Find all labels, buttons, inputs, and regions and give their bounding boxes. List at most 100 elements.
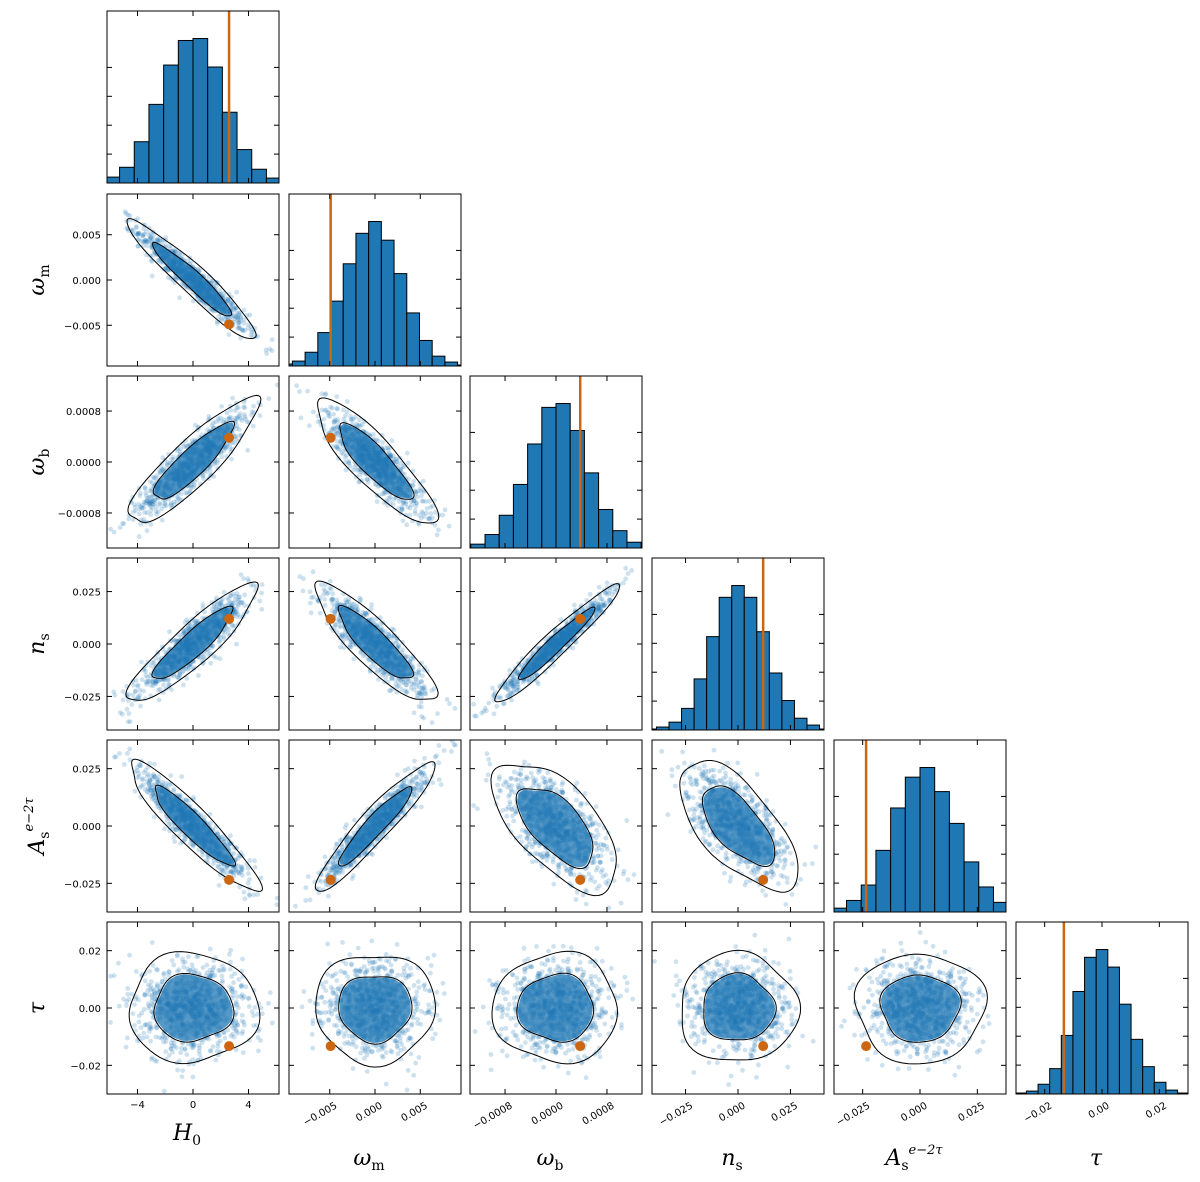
sample-point <box>205 417 211 423</box>
sample-point <box>367 668 373 673</box>
sample-point <box>360 653 366 659</box>
hist-bar <box>527 443 543 548</box>
sample-point <box>400 680 406 685</box>
sample-point <box>334 394 340 399</box>
sample-point <box>419 689 424 695</box>
sample-point <box>514 684 520 690</box>
sample-point <box>214 595 219 601</box>
sample-point <box>238 317 243 323</box>
sample-point <box>418 679 424 685</box>
sample-point <box>511 683 516 688</box>
sample-point <box>319 582 324 588</box>
sample-point <box>338 623 344 629</box>
sample-point <box>408 656 414 662</box>
sample-point <box>232 440 238 446</box>
sample-point <box>388 453 393 458</box>
sample-point <box>338 447 343 452</box>
sample-point <box>357 417 362 423</box>
sample-point <box>211 474 217 479</box>
sample-point <box>147 500 152 505</box>
sample-point <box>213 284 219 289</box>
sample-point <box>149 486 154 492</box>
sample-point <box>162 677 168 683</box>
hist-panel-omega_m <box>288 193 462 367</box>
sample-point <box>129 702 135 707</box>
sample-point <box>177 251 182 257</box>
sample-point <box>247 312 253 318</box>
sample-point <box>169 687 174 693</box>
sample-point <box>163 243 169 249</box>
sample-point <box>332 418 338 424</box>
sample-point <box>400 506 405 512</box>
sample-point <box>140 232 146 238</box>
sample-point <box>411 498 417 504</box>
truth-point <box>325 432 336 443</box>
sample-point <box>140 239 146 245</box>
sample-point <box>379 491 385 497</box>
sample-point <box>242 414 248 420</box>
sample-point <box>334 445 340 451</box>
sample-point <box>227 446 233 452</box>
sample-point <box>398 467 404 472</box>
sample-point <box>178 491 184 496</box>
sample-point <box>187 665 192 670</box>
sample-point <box>343 455 348 460</box>
sample-point <box>413 504 419 509</box>
sample-point <box>145 243 150 249</box>
sample-point <box>383 489 388 495</box>
sample-point <box>364 612 370 618</box>
sample-point <box>136 230 142 236</box>
sample-point <box>149 499 155 504</box>
sample-point <box>354 421 360 427</box>
sample-point <box>325 590 331 596</box>
y-tick-label: 0.025 <box>72 588 101 599</box>
sample-point <box>351 467 357 473</box>
sample-point <box>352 464 358 470</box>
contour-95 <box>317 397 440 524</box>
sample-point <box>428 504 434 510</box>
sample-point <box>369 616 374 622</box>
sample-point <box>333 608 339 614</box>
sample-point <box>227 633 233 638</box>
sample-point <box>363 610 368 616</box>
sample-point <box>219 404 225 409</box>
sample-point <box>126 692 132 697</box>
sample-point <box>346 459 352 464</box>
sample-point <box>225 298 231 303</box>
sample-point <box>416 704 422 709</box>
sample-point <box>152 497 158 503</box>
sample-point <box>221 636 227 642</box>
sample-point <box>240 327 245 333</box>
sample-point <box>335 419 341 425</box>
sample-point <box>144 252 149 258</box>
sample-point <box>181 682 186 688</box>
sample-point <box>202 609 208 615</box>
sample-point <box>414 684 419 690</box>
y-tick-label: −0.0008 <box>58 509 101 520</box>
sample-point <box>139 238 145 244</box>
sample-point <box>120 689 126 694</box>
sample-point <box>234 614 239 619</box>
sample-point <box>235 612 241 617</box>
sample-point <box>396 643 401 648</box>
sample-point <box>259 607 265 612</box>
sample-point <box>418 686 423 691</box>
sample-point <box>423 691 429 697</box>
sample-point <box>178 446 183 452</box>
sample-point <box>235 320 241 326</box>
sample-point <box>151 660 157 665</box>
sample-point <box>223 445 228 451</box>
sample-point <box>344 452 349 458</box>
sample-point <box>154 679 160 684</box>
sample-point <box>155 236 161 242</box>
sample-point <box>422 665 428 670</box>
sample-point <box>323 407 329 413</box>
sample-point <box>404 450 410 456</box>
sample-point <box>330 596 336 602</box>
sample-point <box>411 680 417 685</box>
sample-point <box>135 684 141 689</box>
sample-point <box>228 299 233 305</box>
sample-point <box>231 307 237 312</box>
sample-point <box>376 677 381 682</box>
sample-point <box>212 460 218 465</box>
